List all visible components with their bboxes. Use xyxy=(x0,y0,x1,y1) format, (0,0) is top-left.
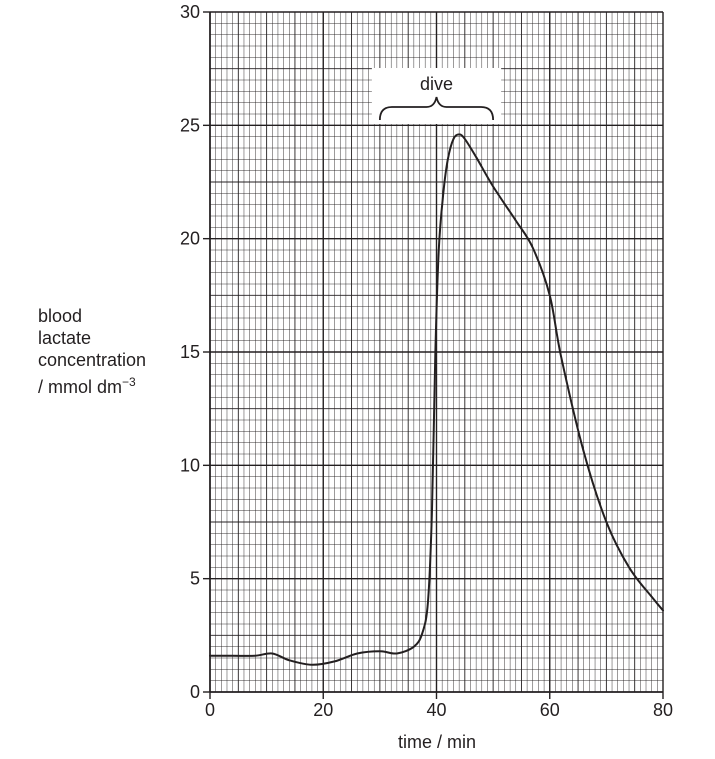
x-tick-label: 20 xyxy=(313,700,333,720)
y-tick-label: 20 xyxy=(180,229,200,249)
y-axis-label-line-3: concentration xyxy=(38,350,147,370)
dive-annotation: dive xyxy=(371,68,502,124)
y-axis-label-line-1: blood xyxy=(38,306,83,326)
dive-label: dive xyxy=(420,74,453,94)
y-tick-label: 10 xyxy=(180,455,200,475)
x-tick-label: 0 xyxy=(205,700,215,720)
series-group xyxy=(209,133,664,666)
y-axis-label-line-2: lactate xyxy=(38,328,92,348)
tick-marks xyxy=(203,11,664,699)
y-tick-label: 25 xyxy=(180,115,200,135)
x-tick-label: 80 xyxy=(653,700,673,720)
series-line xyxy=(209,133,664,666)
x-tick-label: 40 xyxy=(426,700,446,720)
y-tick-label: 5 xyxy=(190,569,200,589)
y-tick-label: 30 xyxy=(180,2,200,22)
x-axis-label: time / min xyxy=(398,732,476,752)
y-axis-label-line-4: / mmol dm−3 xyxy=(38,371,146,398)
tick-labels: 0 5 10 15 20 25 30 0 20 40 60 80 xyxy=(180,2,673,720)
y-tick-label: 15 xyxy=(180,342,200,362)
x-tick-label: 60 xyxy=(540,700,560,720)
y-axis-label: blood lactate concentration / mmol dm−3 xyxy=(38,305,146,398)
annotation-background xyxy=(371,68,502,124)
y-tick-label: 0 xyxy=(190,682,200,702)
y-axis-label-units: / mmol dm xyxy=(38,377,123,397)
y-axis-label-exponent: −3 xyxy=(122,375,136,389)
dive-brace xyxy=(378,96,495,121)
